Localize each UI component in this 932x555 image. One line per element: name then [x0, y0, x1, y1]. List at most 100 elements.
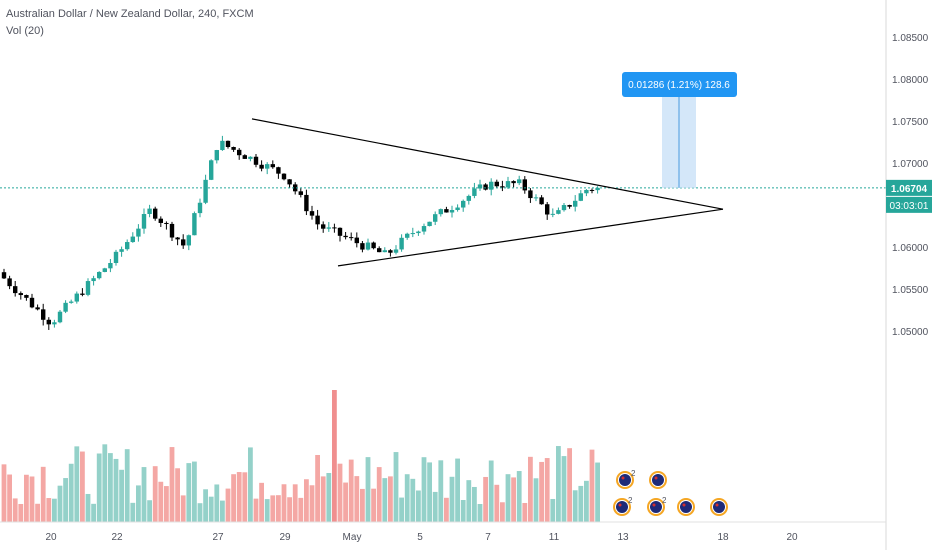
- volume-bar: [416, 490, 421, 522]
- event-marker-4[interactable]: 2: [647, 496, 667, 516]
- candle-body: [18, 293, 23, 296]
- volume-bar: [399, 497, 404, 522]
- candle-body: [175, 237, 180, 240]
- flag-icon: [650, 501, 662, 513]
- candle-body: [259, 164, 264, 169]
- volume-bar: [494, 484, 500, 522]
- volume-bar: [136, 485, 141, 522]
- symbol-title[interactable]: Australian Dollar / New Zealand Dollar, …: [6, 8, 254, 20]
- flag-detail: [652, 503, 656, 507]
- volume-bar: [259, 482, 264, 522]
- candle-body: [80, 293, 85, 295]
- volume-bar: [80, 451, 85, 522]
- candle-body: [494, 181, 499, 187]
- candle-body: [125, 242, 130, 250]
- lower-trendline: [337, 208, 724, 267]
- time-tick-label: 29: [279, 532, 291, 543]
- volume-bar: [561, 456, 567, 522]
- candle-body: [113, 251, 119, 264]
- measure-label-box: [622, 72, 737, 97]
- volume-bar: [57, 485, 63, 522]
- events-layer[interactable]: 2 2 2: [613, 469, 728, 516]
- candle-body: [349, 237, 354, 239]
- candle-body: [69, 301, 74, 303]
- time-tick-label: 11: [549, 532, 560, 543]
- volume-bar: [91, 503, 96, 522]
- candle-body: [276, 167, 281, 174]
- candle-body: [97, 271, 102, 279]
- volume-bar: [528, 456, 533, 522]
- volume-bar: [292, 484, 298, 522]
- volume-bar: [141, 467, 147, 522]
- volume-bar: [236, 472, 242, 522]
- event-marker-3[interactable]: 2: [613, 496, 633, 516]
- volume-bar: [332, 390, 337, 522]
- volume-bar: [432, 491, 438, 522]
- price-range-measure[interactable]: 0.01286 (1.21%) 128.6: [622, 72, 737, 188]
- volume-bar: [96, 453, 102, 522]
- volume-bar: [197, 503, 203, 522]
- volume-bar: [556, 446, 561, 522]
- time-tick-label: 13: [617, 532, 629, 543]
- candle-body: [141, 213, 147, 229]
- candle-body: [416, 231, 421, 234]
- candle-body: [477, 184, 483, 189]
- volume-bar: [164, 486, 169, 522]
- volume-bar: [421, 457, 427, 522]
- volume-indicator-label[interactable]: Vol (20): [6, 25, 44, 37]
- volume-bar: [544, 458, 550, 522]
- event-marker-1[interactable]: 2: [616, 469, 636, 489]
- candle-body: [567, 205, 572, 207]
- event-marker-5[interactable]: [677, 498, 695, 516]
- volume-bar: [304, 479, 309, 522]
- volume-bar: [124, 449, 130, 522]
- time-scale[interactable]: 20 22 27 29 May 5 7 11 13 18 20: [45, 532, 798, 543]
- volume-bar: [192, 461, 197, 522]
- candle-body: [595, 187, 600, 191]
- current-price-tag: [886, 179, 932, 196]
- event-marker-2[interactable]: [649, 471, 667, 489]
- volume-bar: [85, 493, 91, 522]
- candle-body: [533, 197, 539, 199]
- volume-bar: [52, 498, 57, 522]
- candle-body: [298, 191, 303, 195]
- volume-bar: [382, 478, 388, 522]
- flag-icon: [652, 474, 664, 486]
- event-marker-6[interactable]: [710, 498, 728, 516]
- candle-body: [326, 227, 331, 229]
- volume-layer: [1, 390, 600, 522]
- volume-bar: [242, 472, 248, 522]
- upper-trendline: [251, 118, 724, 210]
- event-count-badge: 2: [628, 496, 633, 505]
- candle-body: [304, 194, 309, 212]
- candle-body: [444, 209, 449, 213]
- volume-bar: [393, 452, 399, 522]
- candle-body: [153, 208, 158, 219]
- candle-body: [505, 181, 511, 188]
- candle-body: [556, 210, 561, 214]
- candle-body: [589, 189, 595, 191]
- volume-bar: [438, 460, 444, 522]
- candle-body: [293, 184, 298, 192]
- price-tick-label: 1.06000: [892, 243, 929, 254]
- candle-body: [136, 228, 141, 237]
- volume-bar: [343, 482, 348, 522]
- candle-body: [287, 179, 292, 185]
- candle-body: [1, 272, 7, 279]
- volume-bar: [360, 488, 365, 522]
- candle-body: [455, 207, 460, 210]
- candle-body: [500, 186, 505, 188]
- candle-body: [405, 233, 410, 238]
- price-tick-label: 1.08500: [892, 33, 929, 44]
- candle-body: [321, 224, 326, 229]
- candle-body: [102, 268, 107, 272]
- price-tick-label: 1.08000: [892, 75, 929, 86]
- time-tick-label: 5: [417, 532, 423, 543]
- candle-body: [354, 237, 359, 244]
- volume-bar: [483, 476, 488, 522]
- candle-body: [410, 233, 415, 235]
- candle-body: [147, 208, 152, 214]
- trendlines-layer[interactable]: [251, 118, 724, 267]
